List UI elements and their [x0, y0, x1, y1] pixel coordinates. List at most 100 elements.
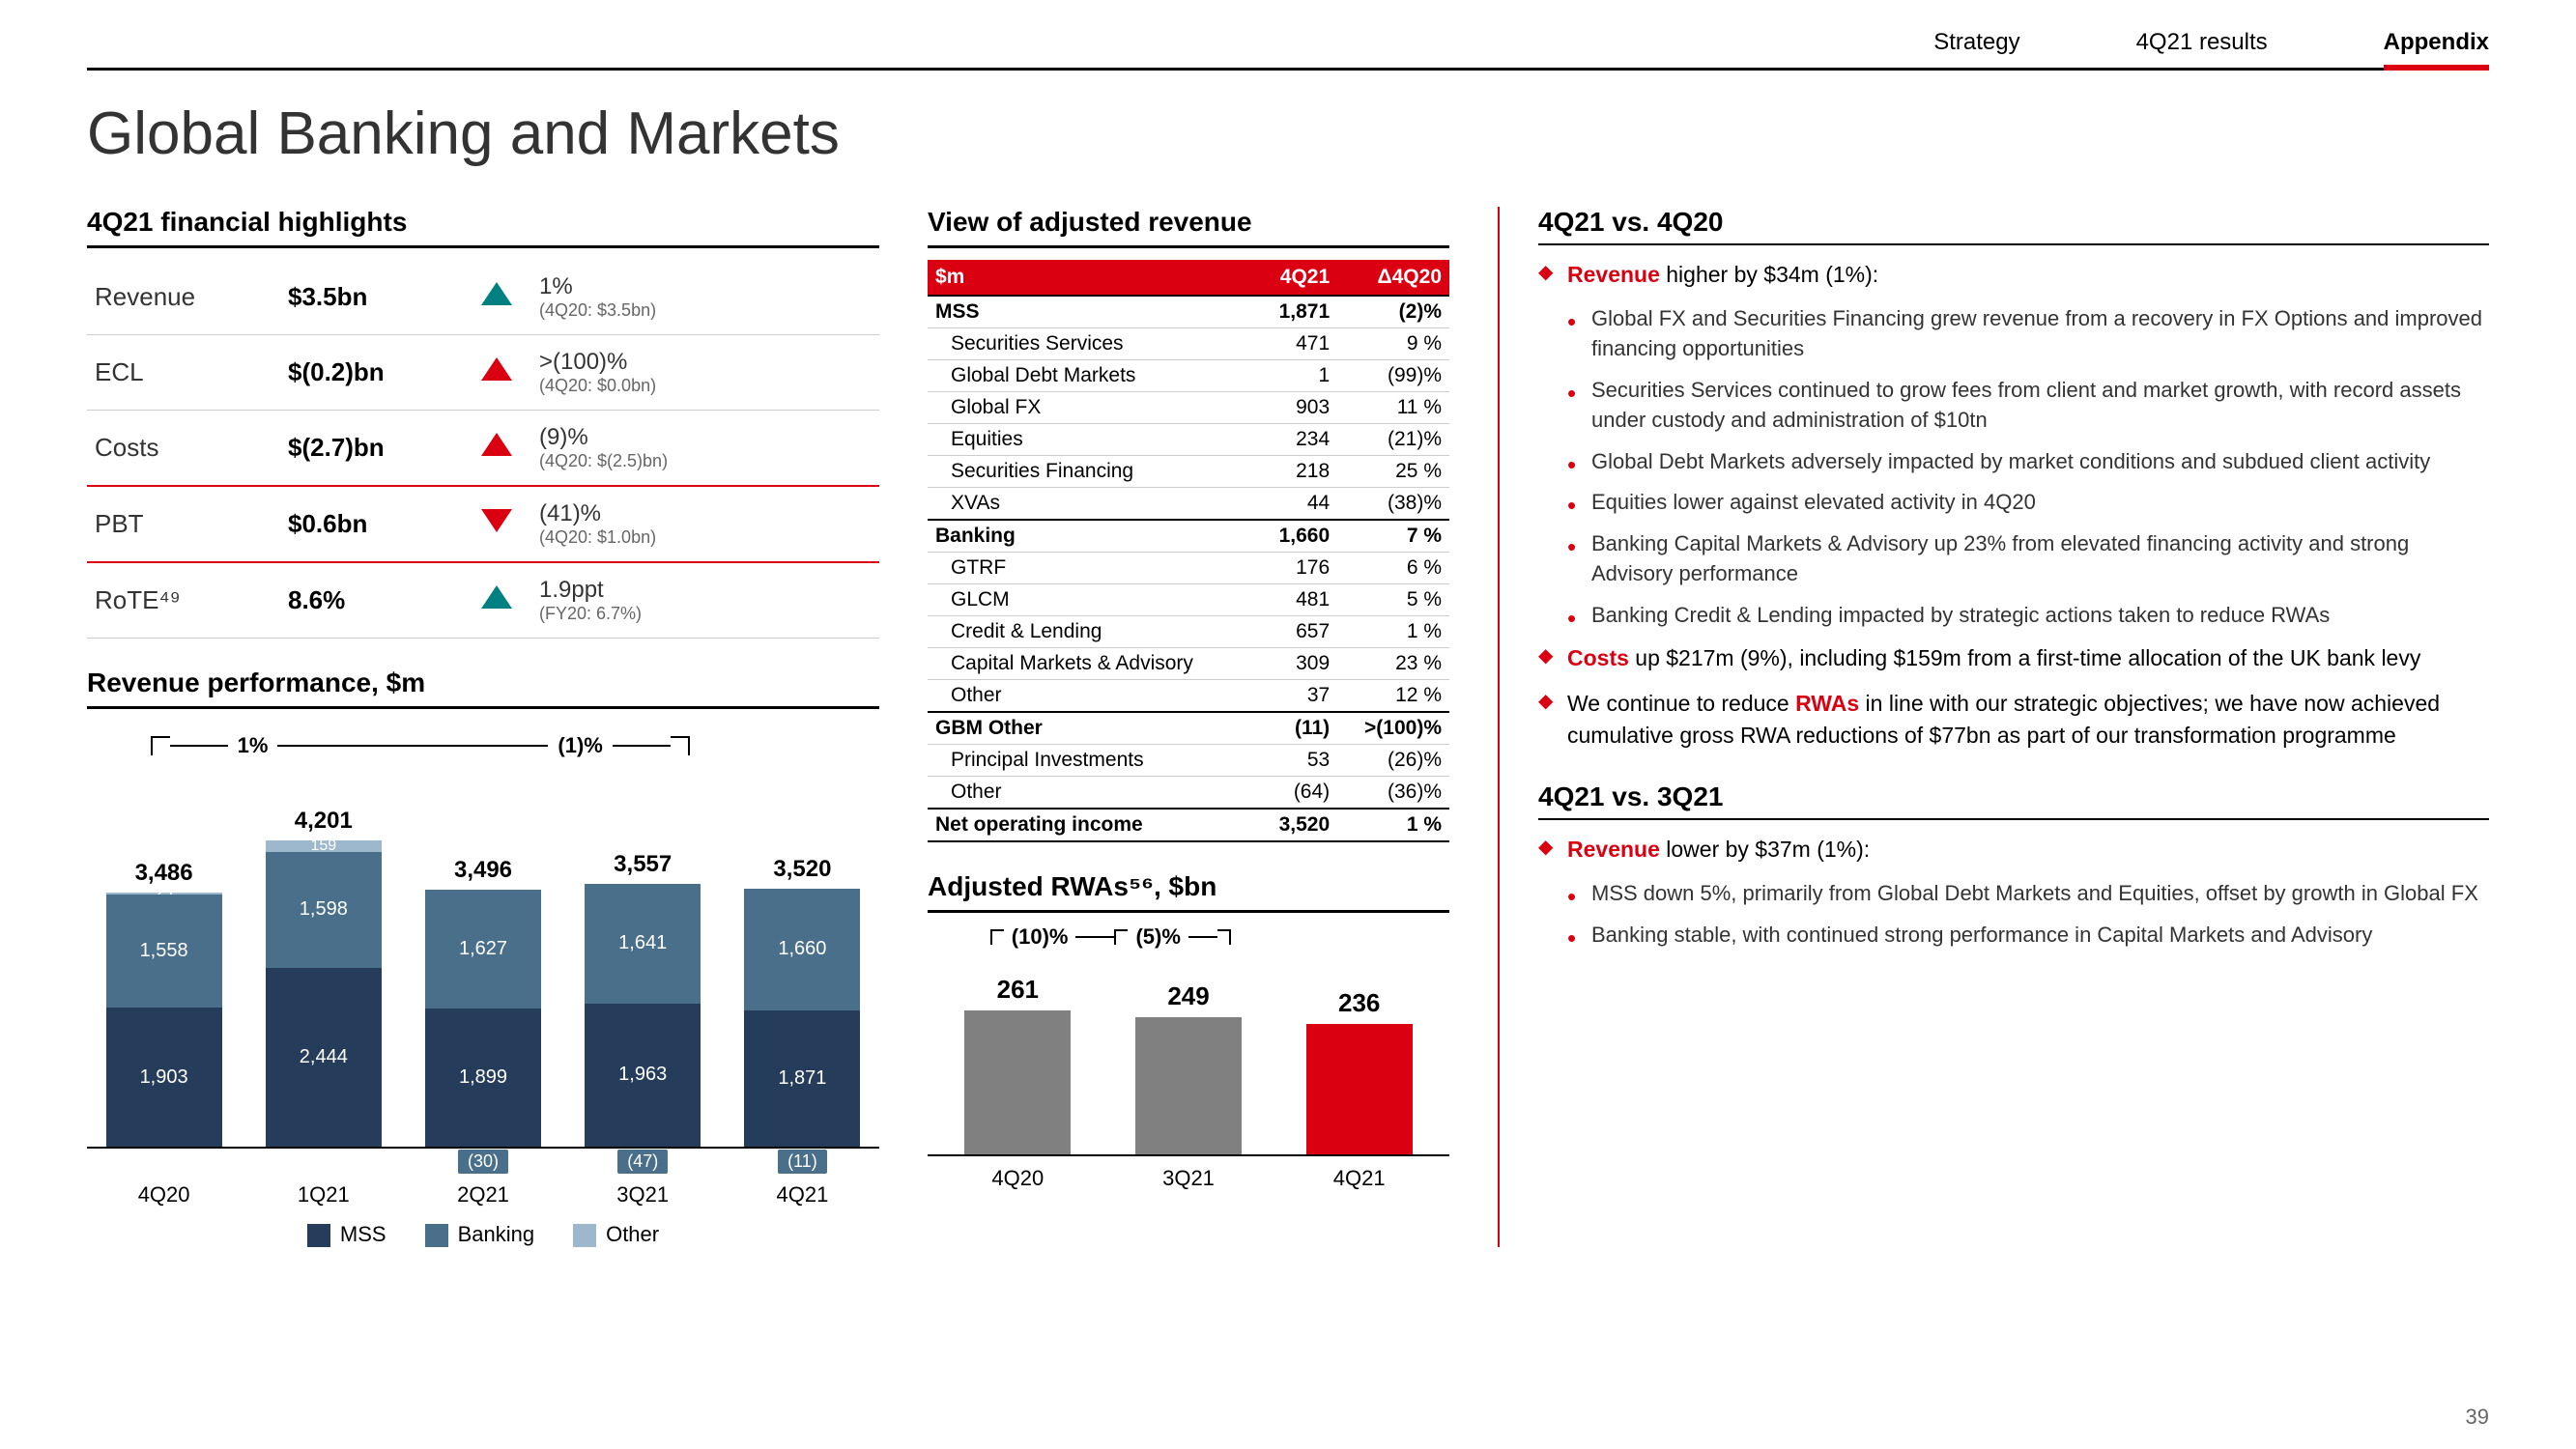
highlight-row: PBT $0.6bn (41)%(4Q20: $1.0bn): [87, 487, 879, 563]
commentary-sec2-title: 4Q21 vs. 3Q21: [1538, 781, 2489, 820]
arrow-icon: [481, 585, 539, 615]
bar-segment: 1,899: [425, 1009, 541, 1147]
below-value: (11): [778, 1150, 827, 1174]
bar-segment: 1,598: [266, 852, 382, 969]
commentary: 4Q21 vs. 4Q20 Revenue higher by $34m (1%…: [1498, 207, 2489, 1247]
table-row: Other(64)(36)%: [928, 777, 1449, 810]
bullet-level1: Revenue higher by $34m (1%):: [1538, 259, 2489, 291]
highlight-row: Revenue $3.5bn 1%(4Q20: $3.5bn): [87, 260, 879, 335]
bar-segment: 1,871: [744, 1010, 860, 1147]
revenue-performance-chart: 1% (1)% 3,4861,9031,558254,2012,4441,598…: [87, 733, 879, 1247]
rwa-chart: Adjusted RWAs⁵⁶, $bn (10)% (5)% 26124923…: [928, 871, 1449, 1191]
rwa-bar: 249: [1118, 981, 1260, 1154]
commentary-sec1-title: 4Q21 vs. 4Q20: [1538, 207, 2489, 245]
adj-rev-title: View of adjusted revenue: [928, 207, 1449, 248]
highlight-label: Revenue: [95, 282, 288, 312]
table-row: Banking1,6607 %: [928, 520, 1449, 553]
highlights-title: 4Q21 financial highlights: [87, 207, 879, 248]
table-row: Global FX90311 %: [928, 392, 1449, 424]
highlight-change: 1%(4Q20: $3.5bn): [539, 273, 872, 321]
highlight-label: RoTE⁴⁹: [95, 585, 288, 615]
highlight-value: $0.6bn: [288, 509, 481, 539]
rwa-bar: 261: [947, 975, 1089, 1154]
highlights-table: Revenue $3.5bn 1%(4Q20: $3.5bn) ECL $(0.…: [87, 260, 879, 639]
rwa-bar: 236: [1288, 988, 1430, 1154]
highlight-value: $(0.2)bn: [288, 357, 481, 387]
table-row: XVAs44(38)%: [928, 488, 1449, 521]
table-row: Net operating income3,5201 %: [928, 809, 1449, 841]
bullet-level1: Revenue lower by $37m (1%):: [1538, 834, 2489, 866]
x-axis-label: 2Q21: [412, 1182, 554, 1208]
bar-segment: 1,903: [106, 1008, 222, 1147]
highlight-value: $3.5bn: [288, 282, 481, 312]
bar-segment: 2,444: [266, 968, 382, 1147]
bar-group: 4,2012,4441,598159: [252, 808, 394, 1147]
table-row: GBM Other(11)>(100)%: [928, 712, 1449, 745]
x-axis-label: 4Q21: [731, 1182, 873, 1208]
table-row: Equities234(21)%: [928, 424, 1449, 456]
below-value: (47): [617, 1150, 668, 1174]
highlight-change: 1.9ppt(FY20: 6.7%): [539, 577, 872, 624]
arrow-icon: [481, 509, 539, 539]
highlight-label: Costs: [95, 433, 288, 463]
table-row: Principal Investments53(26)%: [928, 745, 1449, 777]
table-row: Other3712 %: [928, 680, 1449, 713]
x-axis-label: 4Q21: [1288, 1166, 1430, 1191]
highlight-change: (9)%(4Q20: $(2.5)bn): [539, 424, 872, 471]
highlight-change: (41)%(4Q20: $1.0bn): [539, 500, 872, 548]
table-row: GTRF1766 %: [928, 553, 1449, 584]
bar-group: 3,5201,8711,660(11): [731, 856, 873, 1147]
x-axis-label: 4Q20: [947, 1166, 1089, 1191]
bar-segment: 1,627: [425, 890, 541, 1009]
bar-segment: 1,558: [106, 895, 222, 1009]
bar-segment: 1,963: [585, 1004, 701, 1147]
x-axis-label: 4Q20: [93, 1182, 235, 1208]
arrow-icon: [481, 357, 539, 387]
bullet-level1: Costs up $217m (9%), including $159m fro…: [1538, 642, 2489, 674]
x-axis-label: 1Q21: [252, 1182, 394, 1208]
nav-item-results[interactable]: 4Q21 results: [2136, 29, 2268, 56]
highlight-change: >(100)%(4Q20: $0.0bn): [539, 349, 872, 396]
bar-group: 3,4961,8991,627(30): [412, 857, 554, 1147]
bar-segment: 1,660: [744, 889, 860, 1009]
bar-group: 3,5571,9631,641(47): [572, 851, 714, 1147]
highlight-value: 8.6%: [288, 585, 481, 615]
bar-segment: 159: [266, 840, 382, 852]
below-value: (30): [458, 1150, 508, 1174]
arrow-icon: [481, 282, 539, 312]
x-axis-label: 3Q21: [1118, 1166, 1260, 1191]
table-row: Securities Financing21825 %: [928, 456, 1449, 488]
table-row: MSS1,871(2)%: [928, 296, 1449, 328]
table-row: Credit & Lending6571 %: [928, 616, 1449, 648]
bullet-level2: Global FX and Securities Financing grew …: [1538, 304, 2489, 364]
top-nav: Strategy 4Q21 results Appendix: [87, 29, 2489, 71]
bullet-level1: We continue to reduce RWAs in line with …: [1538, 688, 2489, 753]
bullet-level2: Banking stable, with continued strong pe…: [1538, 921, 2489, 951]
table-row: Capital Markets & Advisory30923 %: [928, 648, 1449, 680]
highlight-label: ECL: [95, 357, 288, 387]
legend-item: MSS: [307, 1222, 386, 1247]
table-row: Global Debt Markets1(99)%: [928, 360, 1449, 392]
highlight-row: ECL $(0.2)bn >(100)%(4Q20: $0.0bn): [87, 335, 879, 411]
adjusted-revenue-table: $m 4Q21 Δ4Q20 MSS1,871(2)%Securities Ser…: [928, 260, 1449, 842]
highlight-row: RoTE⁴⁹ 8.6% 1.9ppt(FY20: 6.7%): [87, 563, 879, 639]
bullet-level2: Securities Services continued to grow fe…: [1538, 376, 2489, 436]
nav-item-strategy[interactable]: Strategy: [1933, 29, 2019, 56]
page-number: 39: [2466, 1405, 2489, 1430]
nav-item-appendix[interactable]: Appendix: [2384, 29, 2489, 56]
page-title: Global Banking and Markets: [87, 99, 2489, 168]
bar-segment: 1,641: [585, 884, 701, 1004]
bullet-level2: MSS down 5%, primarily from Global Debt …: [1538, 879, 2489, 909]
bullet-level2: Equities lower against elevated activity…: [1538, 488, 2489, 518]
legend-item: Banking: [425, 1222, 535, 1247]
bullet-level2: Global Debt Markets adversely impacted b…: [1538, 447, 2489, 477]
bullet-level2: Banking Capital Markets & Advisory up 23…: [1538, 529, 2489, 589]
table-row: Securities Services4719 %: [928, 328, 1449, 360]
bar-group: 3,4861,9031,55825: [93, 860, 235, 1147]
arrow-icon: [481, 433, 539, 463]
highlight-label: PBT: [95, 509, 288, 539]
highlight-value: $(2.7)bn: [288, 433, 481, 463]
x-axis-label: 3Q21: [572, 1182, 714, 1208]
legend-item: Other: [573, 1222, 659, 1247]
highlight-row: Costs $(2.7)bn (9)%(4Q20: $(2.5)bn): [87, 411, 879, 487]
